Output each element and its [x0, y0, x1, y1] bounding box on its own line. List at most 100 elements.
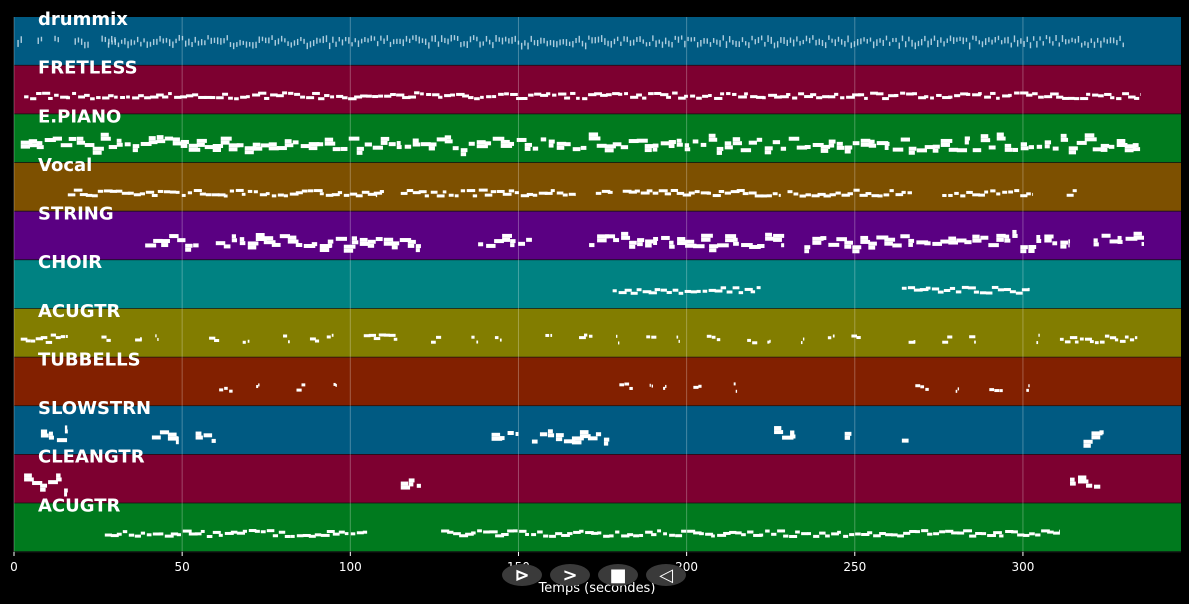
- note: [984, 95, 991, 99]
- note: [642, 290, 652, 294]
- note: [268, 146, 279, 151]
- note: [271, 194, 277, 198]
- note: [1028, 245, 1037, 250]
- note: [28, 139, 38, 144]
- track-band: [14, 162, 1181, 212]
- note: [782, 435, 794, 440]
- note: [600, 93, 608, 97]
- note: [1129, 338, 1135, 342]
- note: [404, 144, 412, 149]
- note: [723, 531, 731, 535]
- note: [319, 192, 324, 196]
- note: [1141, 241, 1145, 246]
- note: [776, 41, 779, 48]
- note: [24, 477, 34, 482]
- note: [595, 191, 602, 195]
- note: [661, 41, 664, 48]
- note: [770, 36, 772, 44]
- note: [575, 37, 577, 44]
- note: [836, 141, 843, 146]
- note: [1062, 96, 1069, 100]
- note: [204, 95, 212, 99]
- note: [156, 38, 158, 45]
- note: [637, 238, 645, 243]
- note: [274, 39, 276, 46]
- note: [491, 432, 501, 437]
- note: [526, 237, 532, 242]
- note: [637, 242, 643, 247]
- note: [829, 193, 836, 197]
- note: [332, 36, 334, 43]
- note: [866, 38, 868, 44]
- note: [640, 191, 650, 195]
- note: [103, 189, 113, 193]
- note: [547, 429, 553, 434]
- note: [132, 148, 138, 153]
- note: [460, 152, 467, 157]
- note: [534, 92, 542, 96]
- note: [421, 38, 424, 43]
- note: [757, 37, 760, 44]
- note: [507, 431, 514, 436]
- note: [742, 192, 749, 196]
- stop-button[interactable]: ■: [598, 564, 638, 586]
- note: [76, 136, 84, 141]
- note: [132, 144, 140, 149]
- note: [516, 137, 527, 142]
- note: [516, 97, 523, 101]
- note: [964, 140, 969, 145]
- note: [367, 243, 375, 248]
- note: [478, 242, 484, 247]
- note: [562, 193, 568, 197]
- note: [653, 236, 659, 241]
- note: [307, 189, 314, 193]
- note: [693, 385, 699, 389]
- note: [612, 289, 617, 293]
- note: [383, 237, 394, 242]
- note: [1020, 142, 1027, 147]
- note: [375, 194, 378, 198]
- note: [709, 244, 719, 249]
- note: [543, 534, 549, 538]
- note: [660, 141, 672, 146]
- note: [972, 35, 974, 40]
- note: [975, 35, 977, 42]
- note: [181, 35, 184, 41]
- note: [52, 136, 62, 141]
- note: [1002, 94, 1011, 98]
- note: [373, 36, 376, 41]
- note: [216, 96, 224, 100]
- note: [708, 94, 712, 98]
- note: [570, 91, 576, 95]
- note: [1083, 439, 1093, 444]
- note: [732, 141, 742, 146]
- note: [328, 42, 331, 50]
- note: [696, 42, 699, 48]
- note: [877, 194, 883, 198]
- note: [756, 137, 763, 142]
- note: [1084, 337, 1092, 341]
- note: [530, 35, 532, 42]
- note: [676, 191, 685, 195]
- note: [104, 36, 107, 43]
- note: [326, 530, 335, 534]
- play-button[interactable]: ⊳: [502, 564, 542, 586]
- note: [468, 141, 475, 146]
- note: [370, 35, 372, 42]
- note: [319, 244, 332, 249]
- note: [627, 533, 634, 537]
- forward-button[interactable]: >: [550, 564, 590, 586]
- note: [884, 237, 896, 242]
- note: [873, 534, 881, 538]
- note: [1086, 92, 1091, 96]
- note: [50, 333, 57, 337]
- note: [372, 95, 379, 99]
- note: [556, 191, 564, 195]
- note: [150, 95, 159, 99]
- note: [84, 93, 90, 97]
- note: [572, 147, 581, 152]
- note: [798, 92, 805, 96]
- note: [678, 339, 680, 343]
- rewind-button[interactable]: ◁: [646, 564, 686, 586]
- note: [773, 233, 785, 238]
